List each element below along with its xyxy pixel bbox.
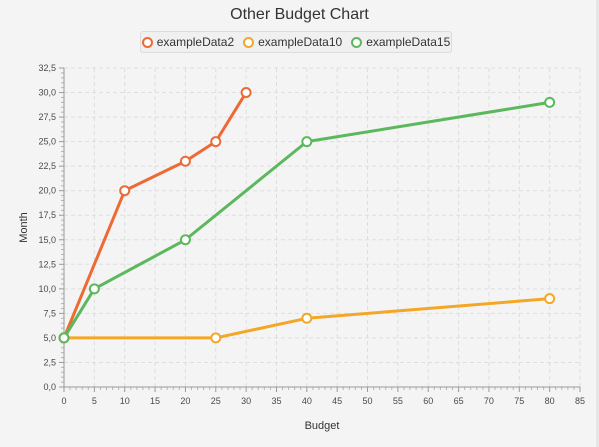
x-tick-label: 15 <box>150 396 160 406</box>
data-point[interactable] <box>58 332 70 344</box>
y-tick-label: 12,5 <box>38 259 56 269</box>
legend-swatch-exampleData15 <box>351 36 363 48</box>
x-axis-label: Budget <box>305 420 340 432</box>
x-tick-label: 0 <box>61 396 66 406</box>
y-tick-label: 2,5 <box>43 357 56 367</box>
y-tick-label: 32,5 <box>38 63 56 73</box>
y-tick-label: 15,0 <box>38 235 56 245</box>
chart-title: Other Budget Chart <box>230 6 369 23</box>
x-tick-label: 20 <box>180 396 190 406</box>
legend-item-exampleData10: exampleData10 <box>243 35 342 49</box>
x-tick-label: 65 <box>454 396 464 406</box>
y-tick-label: 20,0 <box>38 186 56 196</box>
grid-layer <box>64 67 581 387</box>
y-tick-label: 27,5 <box>38 112 56 122</box>
data-point[interactable] <box>179 234 191 246</box>
x-tick-label: 60 <box>423 396 433 406</box>
plot-background <box>64 68 580 387</box>
x-tick-label: 45 <box>332 396 342 406</box>
series-exampleData10 <box>58 293 556 344</box>
data-point[interactable] <box>210 136 222 148</box>
series-line-exampleData10 <box>62 297 552 340</box>
chart-legend: exampleData2 exampleData10 exampleData15 <box>140 31 452 53</box>
legend-swatch-exampleData10 <box>243 36 255 48</box>
x-tick-label: 55 <box>393 396 403 406</box>
data-point[interactable] <box>301 136 313 148</box>
data-point[interactable] <box>210 332 222 344</box>
x-tick-label: 70 <box>484 396 494 406</box>
window-edge <box>596 0 599 447</box>
legend-swatch-exampleData2 <box>141 36 153 48</box>
series-exampleData2 <box>58 87 252 344</box>
legend-label-exampleData10: exampleData10 <box>258 35 343 49</box>
x-tick-label: 85 <box>575 396 585 406</box>
y-tick-label: 30,0 <box>38 88 56 98</box>
x-tick-label: 35 <box>271 396 281 406</box>
y-tick-label: 25,0 <box>38 137 56 147</box>
y-tick-label: 22,5 <box>38 161 56 171</box>
data-point[interactable] <box>240 87 252 99</box>
y-tick-label: 5,0 <box>43 333 56 343</box>
legend-label-exampleData15: exampleData15 <box>366 35 451 49</box>
data-point[interactable] <box>119 185 131 197</box>
data-point[interactable] <box>179 155 191 167</box>
x-tick-label: 50 <box>363 396 373 406</box>
x-tick-label: 80 <box>545 396 555 406</box>
legend-item-exampleData2: exampleData2 <box>141 35 235 49</box>
legend-label-exampleData2: exampleData2 <box>156 35 235 49</box>
x-tick-label: 10 <box>120 396 130 406</box>
y-tick-label: 7,5 <box>43 308 56 318</box>
y-axis-label: Month <box>18 212 30 243</box>
series-exampleData15 <box>58 96 556 344</box>
legend-item-exampleData15: exampleData15 <box>351 35 450 49</box>
data-point[interactable] <box>544 293 556 305</box>
data-point[interactable] <box>544 96 556 108</box>
data-point[interactable] <box>301 312 313 324</box>
x-tick-label: 25 <box>211 396 221 406</box>
y-tick-label: 10,0 <box>38 284 56 294</box>
y-tick-label: 0,0 <box>43 382 56 392</box>
x-tick-label: 5 <box>92 396 97 406</box>
x-tick-label: 75 <box>514 396 524 406</box>
series-layer <box>58 87 556 344</box>
y-tick-label: 17,5 <box>38 210 56 220</box>
data-point[interactable] <box>88 283 100 295</box>
x-tick-label: 40 <box>302 396 312 406</box>
x-tick-label: 30 <box>241 396 251 406</box>
